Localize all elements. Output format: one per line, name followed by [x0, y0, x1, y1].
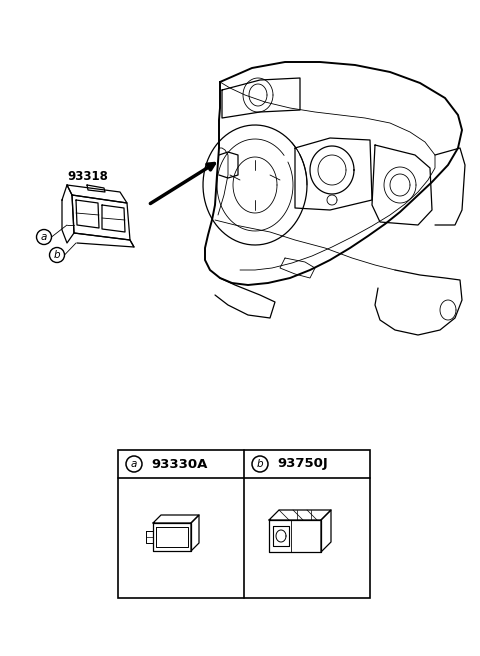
Text: b: b — [257, 459, 264, 469]
Bar — [118, 450, 370, 598]
Text: 93330A: 93330A — [151, 457, 207, 470]
Text: b: b — [54, 250, 60, 260]
Text: 93318: 93318 — [67, 171, 108, 184]
Text: 93750J: 93750J — [277, 457, 328, 470]
Text: a: a — [41, 232, 47, 242]
Text: a: a — [131, 459, 137, 469]
